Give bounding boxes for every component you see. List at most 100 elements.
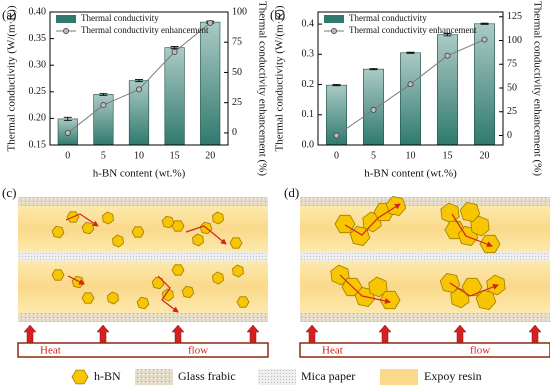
heat-arrow <box>378 324 392 344</box>
glass-fabric-layer <box>300 313 550 322</box>
hbn-particle <box>171 220 185 232</box>
legend-label: Thermal conductivity <box>81 13 159 23</box>
hbn-particle <box>131 226 145 238</box>
x-tick-label: 20 <box>205 150 215 161</box>
heat-path <box>451 213 493 248</box>
hbn-particle <box>162 288 174 302</box>
line-point <box>100 102 107 109</box>
hbn-particle <box>136 296 150 310</box>
heat-path <box>344 203 401 236</box>
line-point <box>444 52 451 59</box>
hbn-particle <box>236 296 250 308</box>
y2-tick-label: 50 <box>232 67 242 78</box>
legend-marker <box>63 28 69 34</box>
hbn-particle <box>81 292 95 304</box>
legend-label: Glass frabic <box>178 369 236 383</box>
y2-tick-label: 25 <box>232 97 242 108</box>
line-point <box>481 36 488 43</box>
y2-tick-label: 100 <box>507 35 522 46</box>
hbn-particle <box>112 234 124 248</box>
y-tick-label: 0.35 <box>29 33 47 44</box>
x-tick-label: 0 <box>334 150 339 161</box>
y2-tick-label: 100 <box>232 6 247 17</box>
legend-label: Expoy resin <box>424 369 482 383</box>
y-tick-label: 0.40 <box>29 6 47 17</box>
line-point <box>207 19 214 26</box>
hbn-particle <box>232 264 244 278</box>
y-tick-label: 0.4 <box>302 18 315 29</box>
y2-tick-label: 25 <box>507 106 517 117</box>
plot-frame <box>317 11 504 146</box>
mica-layer <box>18 252 268 261</box>
error-bar <box>406 51 415 54</box>
y-axis-label: Thermal conductivity (W/(m·K)) <box>6 5 18 151</box>
y2-tick-label: 75 <box>232 37 242 48</box>
y-axis-label: Thermal conductivity (W/(m·K)) <box>274 5 286 151</box>
x-tick-label: 5 <box>101 150 106 161</box>
hbn-particle <box>192 233 204 247</box>
hbn-particle <box>102 211 114 225</box>
glass-fabric-layer <box>18 197 268 206</box>
error-bar <box>63 116 72 121</box>
heat-path <box>185 225 227 245</box>
heat-flow-box <box>299 342 550 358</box>
heat-path <box>157 275 179 313</box>
heat-label: Heat <box>40 345 61 357</box>
legend-swatch <box>380 369 418 385</box>
heat-path <box>67 275 85 285</box>
flow-label: flow <box>470 345 490 357</box>
hbn-particle <box>51 225 65 239</box>
y2-tick-label: 75 <box>507 59 517 70</box>
y2-tick-label: 0 <box>507 130 512 141</box>
y-tick-label: 0.25 <box>29 86 47 97</box>
hbn-particle <box>461 277 483 297</box>
panel-label: (b) <box>270 7 285 22</box>
line-point <box>136 86 142 93</box>
panel-label: (d) <box>284 185 299 200</box>
y2-axis-label: Thermal conductivity enhancement (%) <box>256 1 268 176</box>
x-axis-label: h-BN content (wt.%) <box>364 168 457 180</box>
legend-label: h-BN <box>94 369 121 383</box>
x-tick-label: 20 <box>480 150 490 161</box>
legend-marker <box>331 28 337 34</box>
hbn-particle <box>71 369 89 385</box>
hbn-particle <box>151 276 165 290</box>
error-bar <box>99 92 108 96</box>
x-tick-label: 5 <box>371 150 376 161</box>
heat-arrow <box>528 324 542 344</box>
y2-tick-label: 125 <box>507 11 522 22</box>
bar <box>164 47 185 146</box>
bar <box>437 34 458 146</box>
x-axis-label: h-BN content (wt.%) <box>93 168 186 180</box>
legend-swatch <box>258 369 296 385</box>
hbn-particle <box>161 215 175 229</box>
x-tick-label: 10 <box>406 150 416 161</box>
heat-arrow <box>96 324 110 344</box>
heat-arrow <box>246 324 260 344</box>
error-bar <box>480 22 489 25</box>
error-bar <box>332 84 341 87</box>
legend-swatch <box>135 369 173 385</box>
error-bar <box>443 33 452 37</box>
glass-fabric-layer <box>300 197 550 206</box>
y-tick-label: 0.3 <box>302 49 315 60</box>
hbn-particle <box>212 211 224 225</box>
y-tick-label: 0.1 <box>302 109 315 120</box>
hbn-particle <box>51 269 65 281</box>
x-tick-label: 15 <box>170 150 180 161</box>
line-point <box>333 132 340 139</box>
y2-tick-label: 0 <box>232 127 237 138</box>
hbn-particle <box>459 202 481 222</box>
legend-swatch <box>56 15 76 23</box>
x-tick-label: 15 <box>443 150 453 161</box>
heat-arrow <box>23 324 37 344</box>
panel-label: (c) <box>2 185 16 200</box>
hbn-particle <box>107 291 119 305</box>
y-tick-label: 0.15 <box>29 139 47 150</box>
line-point <box>171 48 178 55</box>
line-point <box>407 81 414 88</box>
y-tick-label: 0.2 <box>302 79 315 90</box>
heat-arrow <box>305 324 319 344</box>
x-tick-label: 10 <box>134 150 144 161</box>
plot-frame <box>49 11 229 146</box>
